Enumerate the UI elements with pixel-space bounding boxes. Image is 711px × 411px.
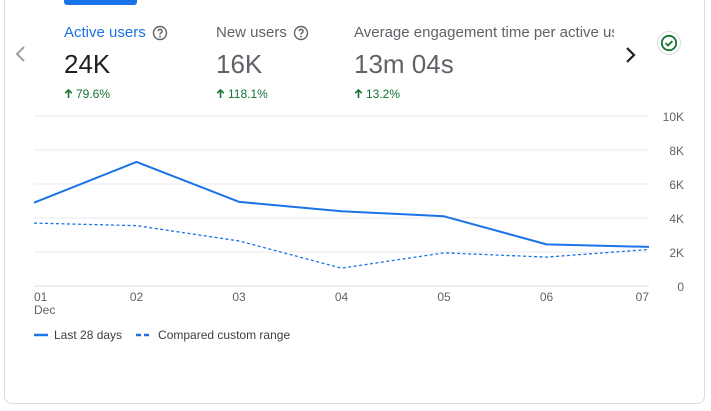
metric-delta: 118.1% xyxy=(228,87,268,101)
metric-avg-engagement-time[interactable]: Average engagement time per active user … xyxy=(354,24,614,101)
metric-value: 13m 04s xyxy=(354,49,454,79)
x-tick-label: 03 xyxy=(232,290,246,304)
x-tick-label: 06 xyxy=(540,290,554,304)
x-tick-label: 05 xyxy=(437,290,451,304)
metric-label: New users xyxy=(216,24,287,41)
y-tick-label: 2K xyxy=(669,246,684,260)
metric-label: Average engagement time per active user xyxy=(354,24,614,41)
legend-item-last-28-days[interactable]: Last 28 days xyxy=(34,328,122,342)
series-line-compared-custom-range xyxy=(33,222,650,269)
legend-label: Compared custom range xyxy=(158,328,291,342)
metric-delta: 13.2% xyxy=(366,87,401,101)
metric-value: 16K xyxy=(216,49,263,79)
status-check-button[interactable] xyxy=(657,31,681,55)
chart-legend: Last 28 days Compared custom range xyxy=(34,328,304,342)
y-tick-label: 10K xyxy=(663,110,684,124)
previous-metrics-button[interactable] xyxy=(12,44,30,64)
metric-new-users[interactable]: New users 16K 118.1% xyxy=(216,24,309,101)
chevron-right-icon xyxy=(626,47,636,63)
y-tick-label: 0 xyxy=(677,280,684,294)
arrow-up-icon xyxy=(216,89,225,98)
x-tick-label: 04 xyxy=(335,290,349,304)
x-tick-label: 07 xyxy=(636,290,650,304)
x-tick-label: 02 xyxy=(130,290,144,304)
metric-active-users[interactable]: Active users 24K 79.6% xyxy=(64,24,168,101)
chevron-left-icon xyxy=(15,46,25,62)
y-tick-label: 8K xyxy=(669,144,684,158)
solid-line-swatch-icon xyxy=(34,333,48,337)
help-circle-icon[interactable] xyxy=(152,25,168,41)
arrow-up-icon xyxy=(354,89,363,98)
legend-item-compared-range[interactable]: Compared custom range xyxy=(136,328,290,342)
x-tick-sublabel: Dec xyxy=(34,303,55,317)
check-circle-icon xyxy=(657,31,681,55)
y-tick-label: 6K xyxy=(669,178,684,192)
dashed-line-swatch-icon xyxy=(136,333,153,337)
metric-label: Active users xyxy=(64,24,146,41)
x-tick-label: 01 xyxy=(34,290,48,304)
arrow-up-icon xyxy=(64,89,73,98)
y-tick-label: 4K xyxy=(669,212,684,226)
legend-label: Last 28 days xyxy=(54,328,123,342)
metric-delta: 79.6% xyxy=(76,87,111,101)
next-metrics-button[interactable] xyxy=(620,44,640,66)
series-line-last-28-days xyxy=(33,160,650,248)
metric-value: 24K xyxy=(64,49,111,79)
active-tab-indicator xyxy=(64,0,137,5)
help-circle-icon[interactable] xyxy=(293,25,309,41)
metrics-card xyxy=(4,0,705,404)
